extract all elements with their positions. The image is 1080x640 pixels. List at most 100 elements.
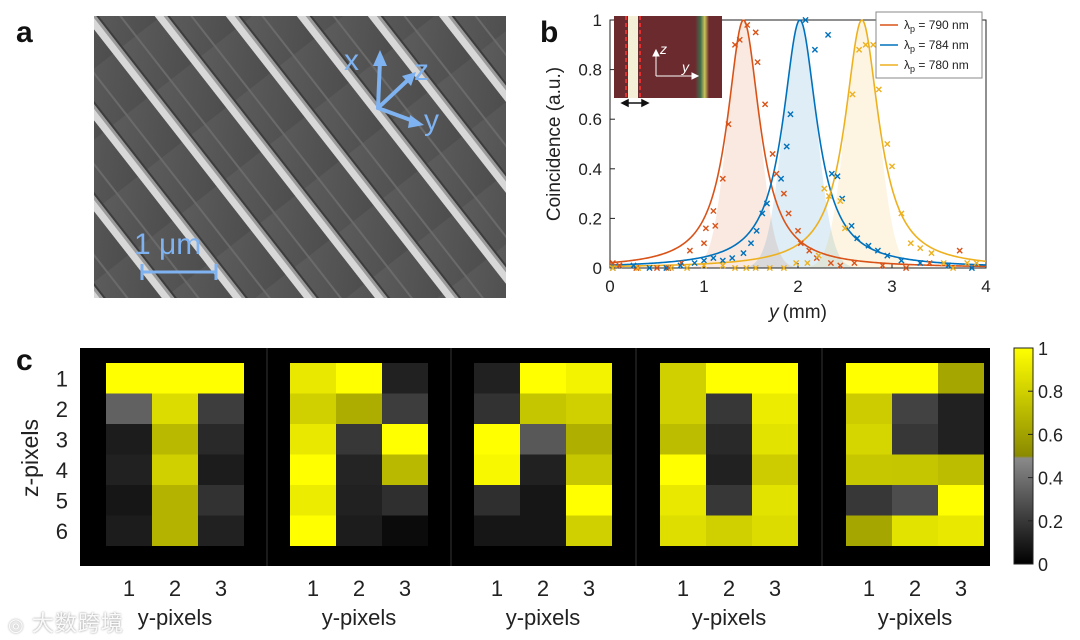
heatmap-cell xyxy=(106,485,152,516)
x-tick-label: 0 xyxy=(605,277,614,296)
data-point xyxy=(865,242,872,249)
legend-lambda: λ xyxy=(904,38,910,52)
heatmap-cell xyxy=(892,393,938,424)
data-point xyxy=(668,264,675,272)
data-point xyxy=(743,264,750,272)
heatmap-cell xyxy=(706,363,752,394)
data-point xyxy=(888,163,896,170)
heatmap-cell xyxy=(474,485,520,516)
data-point xyxy=(907,240,914,247)
legend-value: = 784 nm xyxy=(915,38,969,52)
heatmap-cell xyxy=(938,393,984,424)
heatmap-cell xyxy=(474,363,520,394)
colorbar-tick-label: 1 xyxy=(1038,339,1048,359)
y-tick-label: 0 xyxy=(593,259,602,278)
heatmap-cell xyxy=(152,363,198,394)
legend-value: = 780 nm xyxy=(915,58,969,72)
data-point xyxy=(752,264,759,272)
data-point xyxy=(973,259,980,267)
heatmap-cell xyxy=(892,424,938,455)
scale-bar-label: 1 μm xyxy=(134,228,201,261)
heatmap-cell xyxy=(706,485,752,516)
data-point xyxy=(841,225,849,232)
y-tick-label: 1 xyxy=(593,11,602,30)
data-point xyxy=(879,262,886,269)
data-point xyxy=(950,264,957,272)
legend-box xyxy=(875,11,983,79)
data-point xyxy=(797,240,804,247)
heatmap-cell xyxy=(938,485,984,516)
heatmap-cell xyxy=(566,424,612,455)
watermark: ◎ 大数跨境 xyxy=(8,606,124,638)
data-point xyxy=(849,91,856,98)
data-point xyxy=(806,247,813,254)
legend-subscript: p xyxy=(910,44,915,54)
data-point xyxy=(769,150,776,158)
heatmap-cell xyxy=(336,515,382,546)
heatmap-cell xyxy=(290,393,336,424)
legend-label-1: λp = 790 nm xyxy=(904,18,969,34)
heatmap-cell xyxy=(474,393,520,424)
data-point xyxy=(968,264,975,272)
heatmap-cell xyxy=(892,485,938,516)
heatmap-cell xyxy=(520,424,566,455)
legend-label-2: λp = 784 nm xyxy=(904,38,969,54)
y-tick-label: 0.2 xyxy=(578,209,602,228)
z-pixel-tick-label: 4 xyxy=(56,458,68,483)
panel-label-b: b xyxy=(540,16,559,49)
data-point xyxy=(793,259,800,267)
heatmap-cell xyxy=(846,393,892,424)
inset-image: z y xyxy=(614,16,722,108)
colorbar: 0 0.2 0.4 0.6 0.8 1 xyxy=(1013,339,1063,575)
data-point xyxy=(747,240,755,247)
inset-width-arrow xyxy=(620,98,650,108)
heatmap-cell xyxy=(752,485,798,516)
data-point xyxy=(828,170,835,177)
data-point xyxy=(802,16,809,24)
heatmap-cell xyxy=(752,515,798,546)
data-point xyxy=(811,46,819,53)
data-point xyxy=(787,111,794,118)
heatmap-cell xyxy=(382,454,428,485)
data-point xyxy=(785,210,792,217)
data-point xyxy=(677,262,684,269)
data-point xyxy=(719,262,726,269)
heatmap-cell xyxy=(520,485,566,516)
y-pixels-label: y-pixels xyxy=(138,605,213,630)
data-point xyxy=(821,185,828,192)
heatmap-cell xyxy=(198,393,244,424)
heatmap-cell xyxy=(474,454,520,485)
panel-c-heatmaps xyxy=(80,348,990,566)
heatmap-cell xyxy=(106,393,152,424)
y-pixel-tick-label: 3 xyxy=(583,576,595,601)
data-point xyxy=(804,259,811,267)
y-tick-label: 0.6 xyxy=(578,110,602,129)
data-point xyxy=(851,259,858,267)
heatmap-letter-4 xyxy=(660,363,798,546)
heatmap-cell xyxy=(198,424,244,455)
data-point xyxy=(691,259,698,267)
y-pixel-tick-label: 3 xyxy=(215,576,227,601)
heatmap-cell xyxy=(106,515,152,546)
z-pixel-tick-label: 3 xyxy=(56,427,68,452)
data-point xyxy=(854,235,861,242)
data-point xyxy=(926,259,933,267)
data-point xyxy=(762,101,769,108)
data-point xyxy=(759,210,766,217)
z-pixel-tick-label: 1 xyxy=(56,366,68,391)
y-pixel-tick-label: 1 xyxy=(677,576,689,601)
data-point xyxy=(815,252,822,259)
data-point xyxy=(635,264,642,272)
heatmap-cell xyxy=(846,454,892,485)
data-point xyxy=(630,262,637,269)
heatmap-cell xyxy=(566,454,612,485)
heatmap-cell xyxy=(846,485,892,516)
data-point xyxy=(731,41,739,48)
y-pixels-label: y-pixels xyxy=(692,605,767,630)
data-point xyxy=(653,264,661,272)
data-point xyxy=(700,262,708,269)
heatmap-cell xyxy=(474,515,520,546)
coordinate-axes xyxy=(373,50,424,128)
heatmap-cell xyxy=(336,485,382,516)
